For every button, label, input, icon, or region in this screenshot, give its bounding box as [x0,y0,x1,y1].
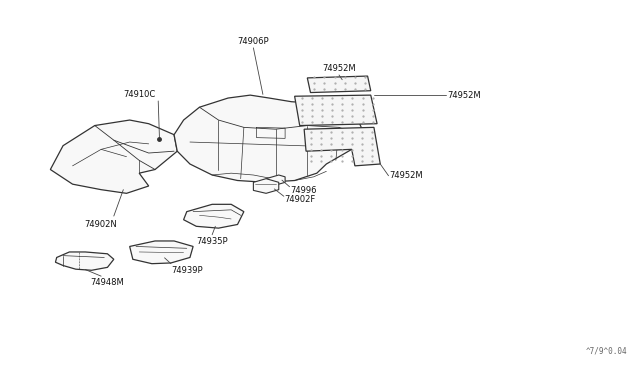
Text: 74910C: 74910C [123,90,156,99]
Polygon shape [253,179,279,193]
Text: 74906P: 74906P [237,37,269,46]
Text: 74948M: 74948M [91,278,124,287]
Polygon shape [307,76,371,93]
Polygon shape [174,95,364,182]
Text: 74902F: 74902F [284,195,316,205]
Polygon shape [266,175,285,184]
Text: 74939P: 74939P [171,266,203,275]
Text: 74952M: 74952M [322,64,356,73]
Text: 74935P: 74935P [196,237,228,246]
Polygon shape [304,127,380,166]
Polygon shape [51,120,177,193]
Text: 74952M: 74952M [390,171,424,180]
Polygon shape [294,95,377,125]
Text: ^7/9^0.04: ^7/9^0.04 [586,346,628,355]
Text: 74952M: 74952M [447,91,481,100]
Polygon shape [184,204,244,228]
Text: 74902N: 74902N [84,220,118,229]
Polygon shape [130,241,193,264]
Polygon shape [56,252,114,270]
Text: 74996: 74996 [290,186,317,195]
